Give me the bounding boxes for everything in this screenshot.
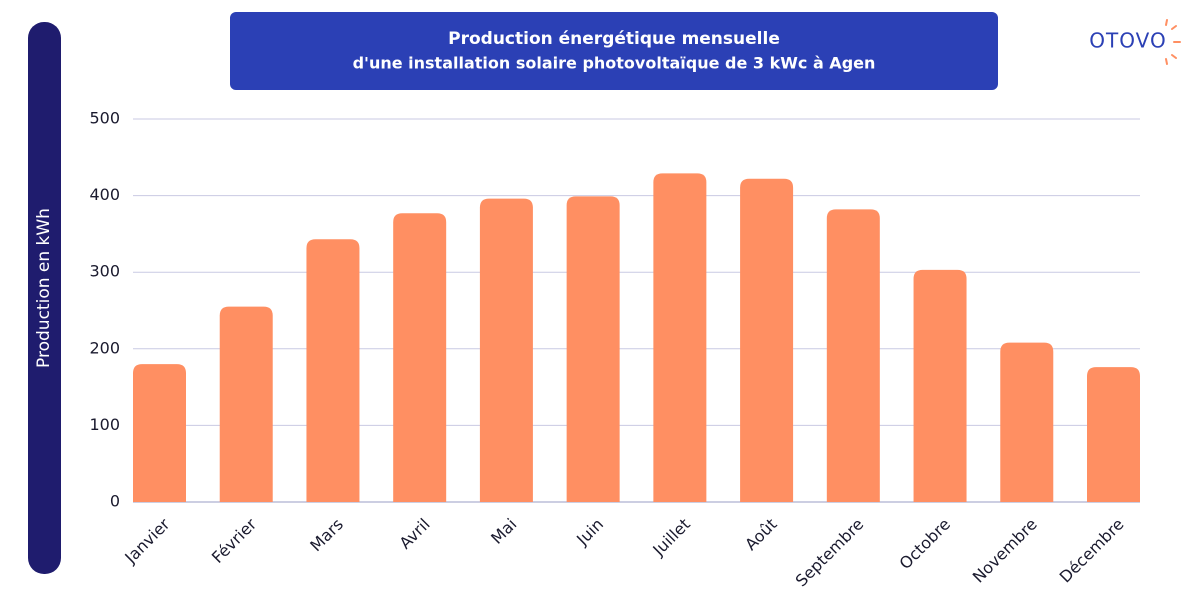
bar	[913, 269, 967, 502]
bar	[653, 173, 707, 503]
y-label-band	[28, 22, 61, 574]
bar	[219, 306, 273, 502]
bar	[1087, 367, 1140, 502]
y-tick-label: 500	[89, 109, 120, 128]
chart-title: Production énergétique mensuelle	[448, 29, 780, 49]
y-tick-label: 200	[89, 338, 120, 357]
y-tick-label: 400	[89, 185, 120, 204]
logo-sun	[1165, 19, 1181, 65]
bar	[740, 178, 794, 503]
chart-subtitle: d'une installation solaire photovoltaïqu…	[353, 54, 876, 73]
y-tick-label: 0	[110, 492, 120, 511]
bar	[306, 239, 360, 502]
y-tick-label: 300	[89, 262, 120, 281]
logo: OTOVO	[1089, 29, 1166, 53]
y-tick-label: 100	[89, 415, 120, 434]
bar	[133, 364, 186, 502]
y-axis-label: Production en kWh	[34, 208, 54, 368]
bar	[479, 198, 533, 502]
bar	[393, 213, 447, 502]
title-box	[230, 12, 998, 90]
bar	[566, 196, 620, 502]
bar	[1000, 342, 1054, 502]
bar	[826, 209, 880, 502]
